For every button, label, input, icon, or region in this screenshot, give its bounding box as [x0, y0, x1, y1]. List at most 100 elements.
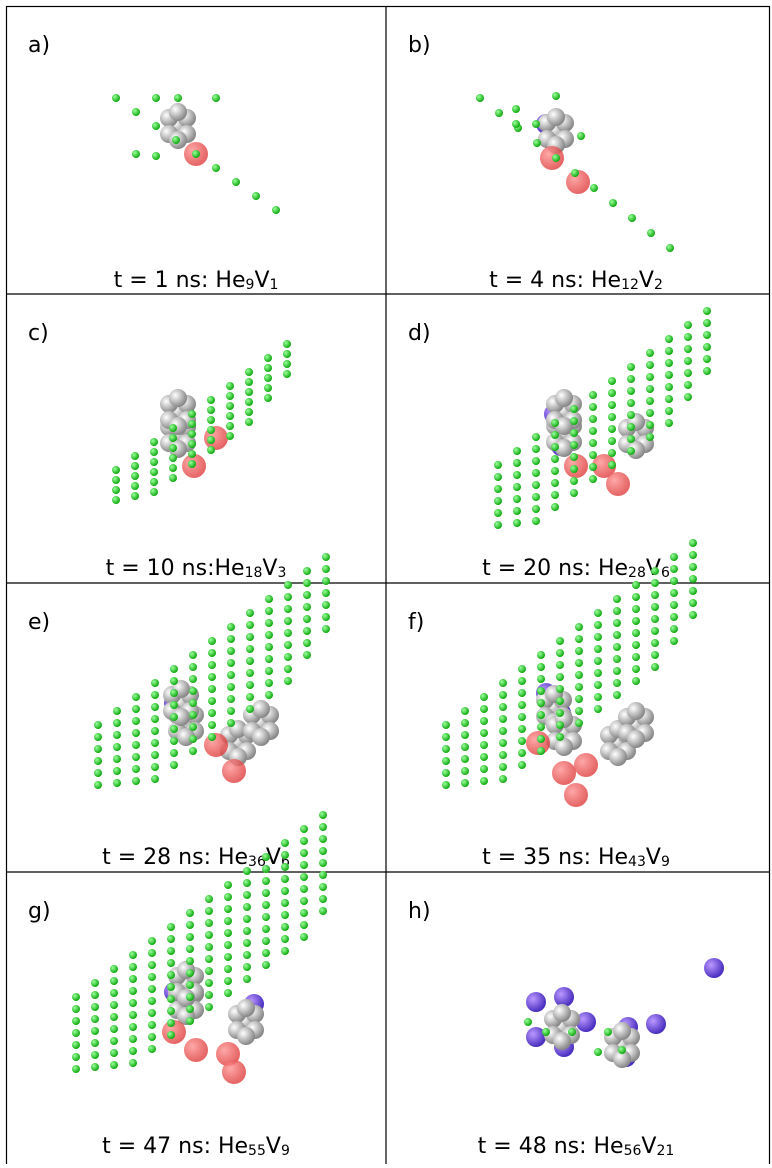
- lattice-atom: [150, 468, 158, 476]
- lattice-atom: [262, 937, 270, 945]
- lattice-atom: [284, 641, 292, 649]
- lattice-atom: [189, 735, 197, 743]
- lattice-atom: [518, 677, 526, 685]
- lattice-atom: [442, 733, 450, 741]
- vacancy-atom: [576, 1012, 596, 1032]
- lattice-atom: [537, 711, 545, 719]
- lattice-atom: [169, 434, 177, 442]
- lattice-atom: [188, 440, 196, 448]
- vacancy: [204, 733, 228, 757]
- lattice-atom: [129, 999, 137, 1007]
- lattice-atom: [212, 164, 220, 172]
- lattice-atom: [169, 464, 177, 472]
- panel: f) t = 35 ns: He43V9: [408, 539, 697, 870]
- panel: e)t = 28 ns: He36V6: [28, 553, 330, 870]
- lattice-atom: [129, 987, 137, 995]
- lattice-atom: [113, 767, 121, 775]
- lattice-atom: [632, 593, 640, 601]
- lattice-atom: [670, 625, 678, 633]
- lattice-atom: [170, 665, 178, 673]
- lattice-atom: [300, 873, 308, 881]
- caption-subscript: 2: [654, 277, 663, 293]
- lattice-atom: [205, 931, 213, 939]
- lattice-atom: [300, 861, 308, 869]
- lattice-atom: [224, 893, 232, 901]
- lattice-atom: [480, 765, 488, 773]
- lattice-atom: [224, 965, 232, 973]
- lattice-atom: [537, 723, 545, 731]
- lattice-atom: [512, 120, 520, 128]
- lattice-atom: [684, 321, 692, 329]
- lattice-atom: [207, 416, 215, 424]
- lattice-atom: [494, 521, 502, 529]
- panel: g)t = 47 ns: He55V9: [28, 811, 327, 1159]
- lattice-atom: [551, 479, 559, 487]
- lattice-atom: [689, 539, 697, 547]
- lattice-atom: [570, 453, 578, 461]
- lattice-atom: [72, 993, 80, 1001]
- lattice-atom: [303, 567, 311, 575]
- caption-subscript: 56: [624, 1143, 642, 1159]
- lattice-atom: [224, 929, 232, 937]
- lattice-atom: [94, 733, 102, 741]
- panel: c) t = 10 ns:He18V3: [28, 321, 291, 581]
- caption-subscript: 6: [281, 854, 290, 870]
- vacancy: [566, 170, 590, 194]
- lattice-atom: [227, 683, 235, 691]
- lattice-atom: [518, 701, 526, 709]
- lattice-atom: [150, 478, 158, 486]
- lattice-atom: [627, 387, 635, 395]
- lattice-atom: [112, 476, 120, 484]
- helium-cluster: [627, 730, 645, 748]
- lattice-atom: [167, 995, 175, 1003]
- lattice-atom: [608, 413, 616, 421]
- lattice-atom: [205, 979, 213, 987]
- lattice-atom: [167, 935, 175, 943]
- lattice-atom: [646, 409, 654, 417]
- lattice-atom: [442, 721, 450, 729]
- panel-caption: t = 28 ns: He36V6: [102, 845, 290, 870]
- lattice-atom: [319, 859, 327, 867]
- lattice-atom: [167, 983, 175, 991]
- lattice-atom: [594, 1048, 602, 1056]
- panel: b) t = 4 ns: He12V2: [408, 33, 674, 293]
- lattice-atom: [205, 1003, 213, 1011]
- lattice-atom: [590, 184, 598, 192]
- panel-caption: t = 10 ns:He18V3: [106, 556, 287, 581]
- lattice-atom: [224, 917, 232, 925]
- lattice-atom: [689, 551, 697, 559]
- lattice-atom: [151, 715, 159, 723]
- lattice-atom: [300, 909, 308, 917]
- lattice-atom: [262, 889, 270, 897]
- lattice-atom: [246, 645, 254, 653]
- lattice-atom: [322, 577, 330, 585]
- lattice-atom: [281, 851, 289, 859]
- lattice-atom: [494, 473, 502, 481]
- lattice-atom: [227, 623, 235, 631]
- lattice-atom: [212, 94, 220, 102]
- lattice-atom: [112, 496, 120, 504]
- lattice-atom: [537, 747, 545, 755]
- caption-subscript: 12: [621, 277, 639, 293]
- lattice-atom: [113, 731, 121, 739]
- lattice-atom: [208, 673, 216, 681]
- lattice-atom: [665, 371, 673, 379]
- lattice-atom: [264, 354, 272, 362]
- lattice-atom: [207, 436, 215, 444]
- lattice-atom: [283, 360, 291, 368]
- lattice-atom: [303, 639, 311, 647]
- caption-subscript: 9: [281, 1143, 290, 1159]
- panel-label: b): [408, 33, 431, 58]
- lattice-atom: [150, 458, 158, 466]
- lattice-atom: [570, 489, 578, 497]
- lattice-atom: [608, 389, 616, 397]
- lattice-atom: [284, 677, 292, 685]
- lattice-atom: [537, 735, 545, 743]
- lattice-atom: [226, 392, 234, 400]
- vacancy: [222, 1060, 246, 1084]
- lattice-atom: [532, 433, 540, 441]
- lattice-atom: [665, 347, 673, 355]
- lattice-atom: [245, 368, 253, 376]
- helium-cluster: [252, 728, 270, 746]
- lattice-atom: [613, 679, 621, 687]
